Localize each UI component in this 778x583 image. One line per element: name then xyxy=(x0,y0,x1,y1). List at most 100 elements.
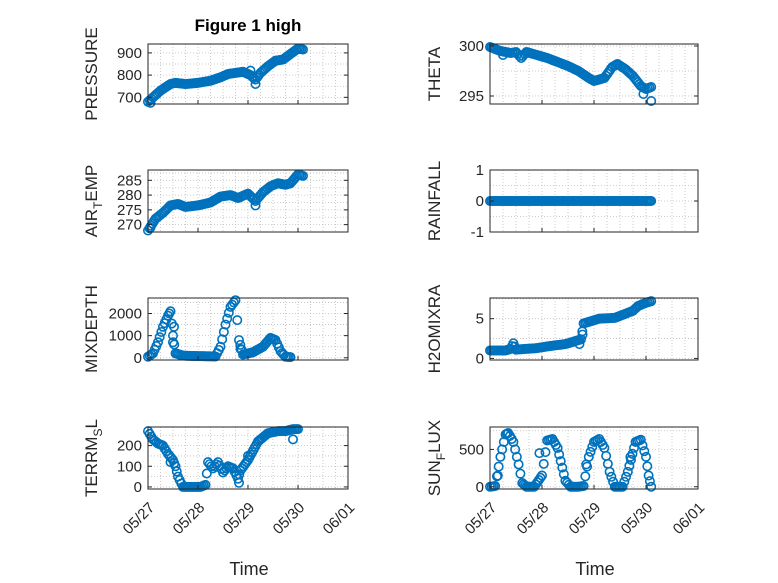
data-point xyxy=(639,446,650,457)
data-point xyxy=(230,295,241,306)
y-axis-label: H2OMIXRA xyxy=(425,284,444,373)
subplot-1: 700 800 900 PRESSURE Figure 1 high xyxy=(82,16,349,121)
data-point xyxy=(643,470,654,481)
y-tick-label: 0 xyxy=(476,193,484,210)
data-series xyxy=(484,196,657,207)
y-tick-label: 280 xyxy=(117,187,142,204)
data-point xyxy=(640,451,651,462)
y-axis-label: MIXDEPTH xyxy=(82,285,101,373)
data-point xyxy=(606,471,617,482)
x-tick-label: 05/27 xyxy=(462,499,501,538)
data-point xyxy=(540,447,551,458)
data-point xyxy=(165,457,176,468)
x-tick-label: 05/28 xyxy=(514,499,553,538)
data-series xyxy=(484,296,657,356)
data-series xyxy=(484,427,657,492)
data-point xyxy=(622,466,633,477)
data-point xyxy=(534,448,545,459)
data-point xyxy=(638,89,649,100)
data-point xyxy=(168,337,179,348)
y-tick-label: 800 xyxy=(117,67,142,84)
data-point xyxy=(646,96,657,107)
x-tick-label: 05/29 xyxy=(566,499,605,538)
data-point xyxy=(646,481,657,492)
data-point xyxy=(171,466,182,477)
data-point xyxy=(637,440,648,451)
subplot-6: 0 5 H2OMIXRA xyxy=(425,284,699,373)
x-tick-label: 05/29 xyxy=(220,499,259,538)
x-axis-label: Time xyxy=(229,559,268,579)
data-point xyxy=(220,319,231,330)
data-series xyxy=(143,424,303,492)
data-point xyxy=(646,82,657,93)
data-point xyxy=(235,339,246,350)
data-point xyxy=(292,424,303,435)
subplot-7: 0 100 200 05/27 05/28 05/29 05/30 06/01 Time TERR… xyxy=(82,419,358,579)
data-point xyxy=(492,470,503,481)
x-tick-label: 05/27 xyxy=(120,499,159,538)
data-point xyxy=(145,97,156,108)
data-series xyxy=(143,169,308,236)
data-point xyxy=(646,296,657,307)
data-point xyxy=(490,481,501,492)
data-point xyxy=(287,434,298,445)
data-point xyxy=(604,466,615,477)
subplot-2: 295 300 THETA xyxy=(425,38,699,107)
data-point xyxy=(646,196,657,207)
grid xyxy=(148,427,348,489)
data-point xyxy=(165,306,176,317)
data-point xyxy=(619,476,630,487)
data-point xyxy=(297,170,308,181)
data-point xyxy=(297,44,308,55)
y-axis-label: PRESSURE xyxy=(82,27,101,121)
data-point xyxy=(558,469,569,480)
y-tick-label: 500 xyxy=(459,441,484,458)
y-tick-label: 300 xyxy=(459,38,484,55)
data-point xyxy=(621,471,632,482)
data-point xyxy=(285,352,296,363)
subplot-5: 0 1000 2000 MIXDEPTH xyxy=(82,285,349,373)
y-tick-label: 1000 xyxy=(109,328,142,345)
y-tick-label: 285 xyxy=(117,172,142,189)
data-point xyxy=(554,449,565,460)
y-tick-label: 200 xyxy=(117,438,142,455)
chart-title: Figure 1 high xyxy=(195,16,302,35)
data-point xyxy=(642,461,653,472)
y-tick-label: 2000 xyxy=(109,306,142,323)
y-tick-label: 295 xyxy=(459,88,484,105)
data-point xyxy=(535,472,546,483)
data-point xyxy=(156,326,167,337)
y-tick-label: 0 xyxy=(476,350,484,367)
data-point xyxy=(232,315,243,326)
data-series xyxy=(484,41,657,107)
data-point xyxy=(234,477,245,488)
data-point xyxy=(538,458,549,469)
data-point xyxy=(223,307,234,318)
data-point xyxy=(235,343,246,354)
data-point xyxy=(222,313,233,324)
x-axis-label: Time xyxy=(575,559,614,579)
y-tick-label: 0 xyxy=(476,479,484,496)
y-tick-label: 700 xyxy=(117,89,142,106)
y-tick-label: 100 xyxy=(117,458,142,475)
x-tick-label: 05/28 xyxy=(170,499,209,538)
subplot-4: -1 0 1 RAINFALL xyxy=(425,161,699,241)
subplot-8: 0 500 05/27 05/28 05/29 05/30 06/01 Time SUNFLUX xyxy=(425,420,708,579)
data-point xyxy=(585,446,596,457)
x-tick-label: 05/30 xyxy=(618,499,657,538)
y-tick-label: 900 xyxy=(117,45,142,62)
data-point xyxy=(574,339,585,350)
data-point xyxy=(201,468,212,479)
data-point xyxy=(581,459,592,470)
y-axis-label: AIRTEMP xyxy=(82,165,105,238)
y-tick-label: 275 xyxy=(117,202,142,219)
y-axis-label: RAINFALL xyxy=(425,161,444,241)
x-tick-label: 05/30 xyxy=(270,499,309,538)
data-point xyxy=(513,459,524,470)
data-point xyxy=(552,442,563,453)
data-point xyxy=(243,450,254,461)
data-point xyxy=(250,79,261,90)
data-point xyxy=(617,481,628,492)
data-point xyxy=(578,481,589,492)
